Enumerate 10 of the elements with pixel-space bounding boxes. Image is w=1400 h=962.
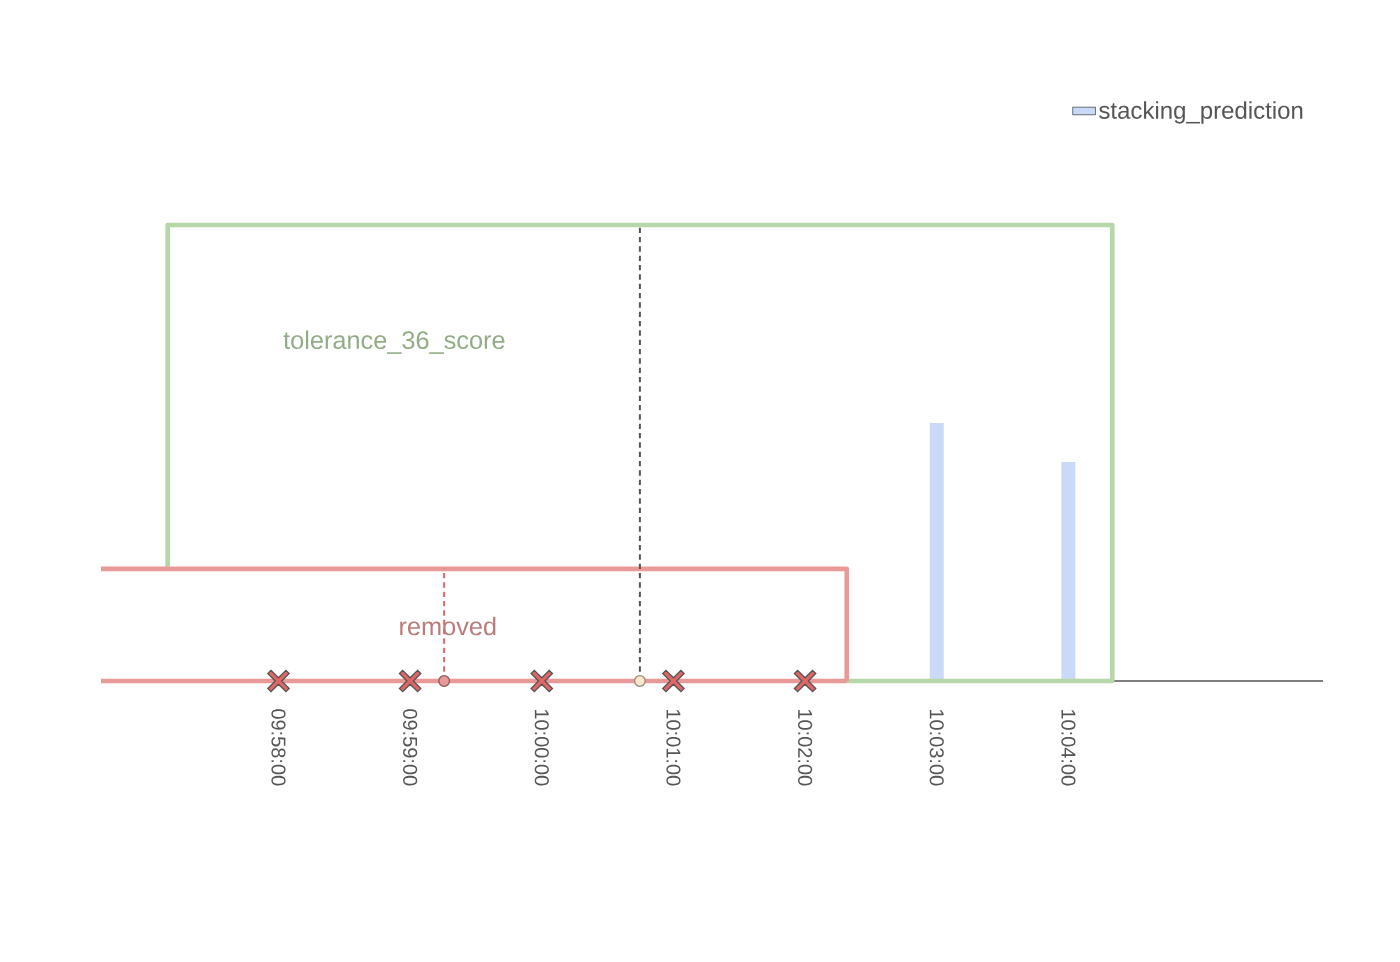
annotation: removed [400,616,496,636]
x-tick-label: 10:01:00 [666,709,681,786]
x-tick-label: 10:03:00 [929,709,944,786]
annotation: tolerance_36_score [283,330,505,354]
x-tick-label: 10:04:00 [1061,709,1076,786]
x-tick-label: 09:58:00 [271,709,286,786]
x-tick-label: 10:00:00 [534,709,549,786]
x-tick-label: 10:02:00 [798,709,813,786]
x-tick-label: 09:59:00 [403,709,418,786]
legend-label: stacking_prediction [1099,101,1303,124]
